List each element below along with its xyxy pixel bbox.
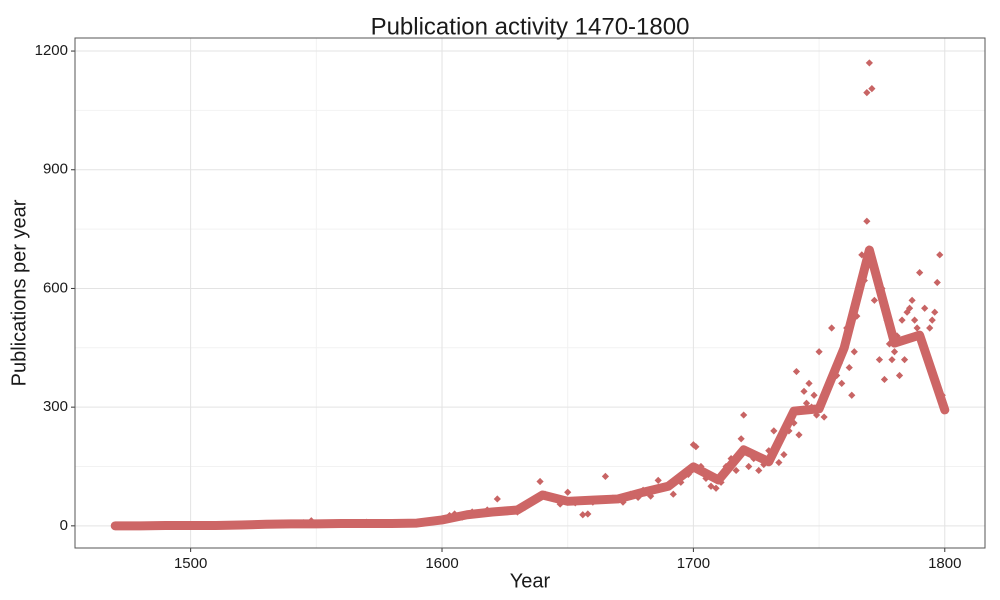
point — [820, 413, 828, 421]
point — [732, 466, 740, 475]
point — [584, 510, 592, 518]
point — [936, 251, 944, 259]
point — [903, 308, 911, 316]
trend-line — [110, 245, 950, 531]
point — [810, 391, 818, 399]
point — [928, 316, 936, 324]
point — [913, 324, 921, 332]
point — [838, 379, 846, 388]
point — [689, 441, 697, 449]
point — [712, 484, 720, 492]
y-tick-label: 900 — [43, 161, 68, 178]
x-axis-label: Year — [510, 570, 551, 592]
point — [815, 348, 823, 356]
point — [828, 324, 836, 332]
point — [707, 482, 715, 490]
point — [911, 316, 919, 324]
point — [601, 472, 610, 480]
point — [933, 278, 941, 287]
point — [669, 490, 677, 498]
point — [888, 356, 896, 364]
point — [493, 495, 501, 503]
point — [800, 387, 808, 395]
x-tick-label: 1700 — [677, 555, 710, 572]
point — [770, 427, 778, 435]
point — [865, 59, 873, 67]
point — [536, 477, 544, 486]
point — [564, 488, 572, 496]
point — [848, 391, 856, 399]
point — [780, 451, 788, 459]
point — [921, 304, 929, 312]
point — [863, 89, 871, 97]
point — [692, 443, 700, 451]
point — [900, 356, 909, 364]
plot-border — [74, 37, 986, 549]
point — [863, 217, 871, 225]
point — [792, 367, 801, 376]
point — [850, 348, 858, 356]
point — [765, 447, 773, 455]
y-tick-label: 300 — [43, 398, 68, 415]
point — [775, 458, 783, 467]
point — [868, 85, 876, 93]
point — [880, 375, 889, 384]
point — [795, 431, 803, 439]
point — [926, 324, 934, 332]
point — [916, 269, 924, 277]
point — [890, 348, 899, 356]
point — [579, 511, 587, 519]
point — [895, 371, 904, 380]
x-tick-label: 1800 — [928, 555, 961, 572]
point — [802, 399, 811, 407]
point — [875, 356, 884, 364]
y-tick-label: 0 — [60, 517, 68, 534]
point — [931, 308, 939, 316]
y-tick-label: 1200 — [35, 42, 68, 59]
point — [845, 363, 853, 372]
point — [556, 500, 564, 508]
point — [745, 462, 753, 471]
chart-title: Publication activity 1470-1800 — [371, 13, 690, 40]
y-axis-label: Publications per year — [8, 199, 30, 386]
point — [870, 296, 878, 304]
point — [654, 476, 662, 484]
x-tick-label: 1600 — [425, 555, 458, 572]
point — [755, 466, 763, 475]
point — [740, 411, 748, 419]
x-tick-label: 1500 — [174, 555, 207, 572]
point — [760, 460, 768, 469]
point — [858, 251, 866, 259]
point — [805, 379, 813, 388]
y-tick-label: 600 — [43, 279, 68, 296]
point — [898, 316, 906, 324]
point — [908, 296, 916, 304]
point — [737, 435, 745, 443]
point — [905, 304, 914, 312]
